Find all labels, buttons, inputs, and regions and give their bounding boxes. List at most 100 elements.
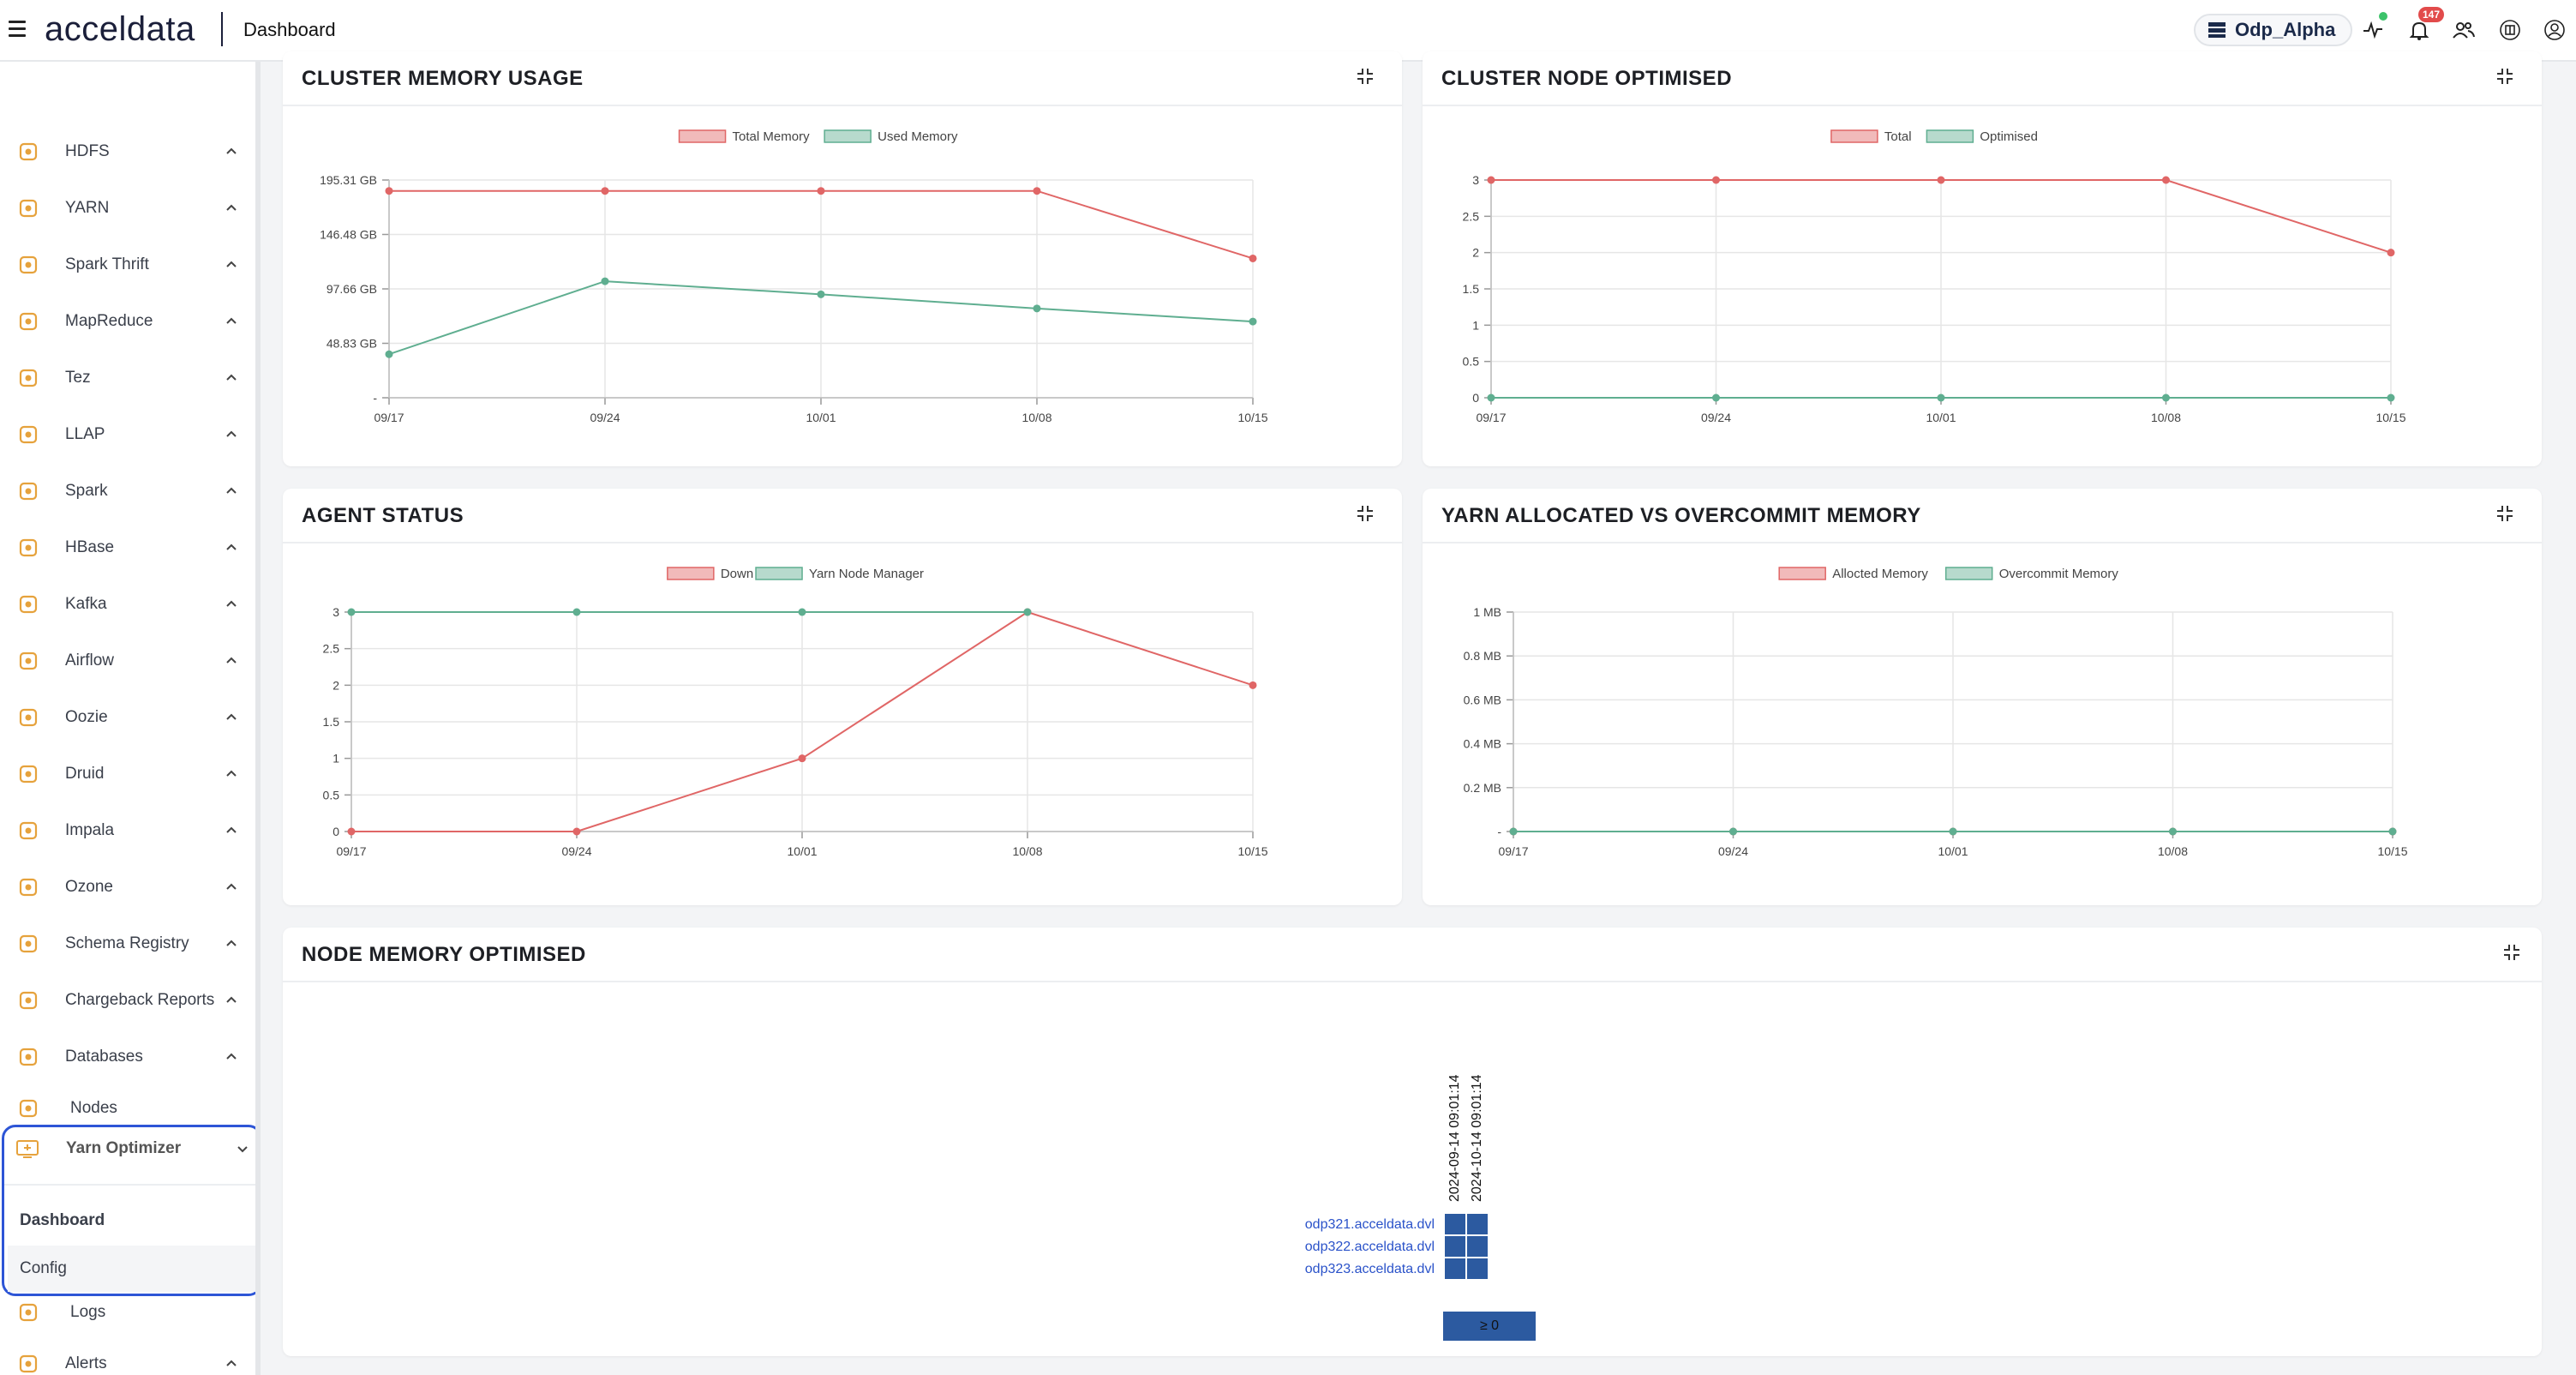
sidebar-item-oozie[interactable]: Oozie (0, 696, 255, 739)
data-point[interactable] (2387, 393, 2395, 402)
data-point[interactable] (1033, 187, 1041, 195)
heatmap-row-link[interactable]: odp322.acceldata.dvl (1304, 1240, 1435, 1254)
building-icon[interactable] (2494, 14, 2526, 46)
data-point[interactable] (1023, 608, 1032, 616)
sidebar-item-chargeback-reports[interactable]: Chargeback Reports (0, 979, 255, 1022)
sidebar-item-nodes[interactable]: Nodes (0, 1087, 255, 1130)
sidebar-item-hdfs[interactable]: HDFS (0, 130, 255, 173)
data-point[interactable] (385, 350, 393, 358)
data-point[interactable] (1937, 176, 1945, 184)
legend-label[interactable]: Allocted Memory (1832, 567, 1928, 581)
collapse-icon[interactable] (2501, 941, 2523, 964)
chevron-up-icon (226, 204, 237, 211)
sidebar-item-impala[interactable]: Impala (0, 809, 255, 852)
sidebar-item-logs[interactable]: Logs (0, 1291, 255, 1334)
data-point[interactable] (572, 827, 581, 836)
sidebar-item-druid[interactable]: Druid (0, 753, 255, 796)
data-point[interactable] (2387, 249, 2395, 257)
data-point[interactable] (1729, 827, 1737, 836)
data-point[interactable] (1249, 254, 1257, 262)
data-point[interactable] (2169, 827, 2177, 836)
sidebar-item-tez[interactable]: Tez (0, 357, 255, 399)
sidebar-scrollbar[interactable] (255, 62, 261, 1375)
sidebar-item-label: Schema Registry (65, 934, 189, 952)
profile-icon[interactable] (2538, 14, 2571, 46)
sidebar-item-spark[interactable]: Spark (0, 470, 255, 513)
legend-swatch[interactable] (1926, 129, 1974, 143)
heatmap-cell[interactable] (1467, 1214, 1488, 1234)
data-point[interactable] (601, 187, 609, 195)
sidebar-item-llap[interactable]: LLAP (0, 413, 255, 456)
collapse-icon[interactable] (1354, 502, 1376, 525)
heatmap-cell[interactable] (1467, 1258, 1488, 1279)
data-point[interactable] (817, 290, 825, 298)
legend-label[interactable]: Overcommit Memory (1999, 567, 2119, 581)
legend-swatch[interactable] (824, 129, 872, 143)
app-logo[interactable]: acceldata (45, 10, 195, 48)
heatmap-cell[interactable] (1445, 1214, 1465, 1234)
users-icon[interactable] (2447, 14, 2480, 46)
legend-label[interactable]: Used Memory (878, 129, 958, 144)
notifications-icon[interactable]: 147 (2403, 7, 2444, 46)
data-point[interactable] (1487, 393, 1495, 402)
collapse-icon[interactable] (2494, 502, 2516, 525)
data-point[interactable] (817, 187, 825, 195)
sidebar-item-mapreduce[interactable]: MapReduce (0, 300, 255, 343)
schema-icon (15, 931, 41, 957)
chevron-up-icon (226, 543, 237, 550)
sidebar-item-alerts[interactable]: Alerts (0, 1342, 255, 1375)
data-point[interactable] (1509, 827, 1518, 836)
menu-icon[interactable] (9, 21, 26, 39)
legend-label[interactable]: Down (721, 567, 753, 581)
sidebar-item-hbase[interactable]: HBase (0, 526, 255, 569)
heatmap-cell[interactable] (1467, 1236, 1488, 1257)
heatmap-row-link[interactable]: odp321.acceldata.dvl (1304, 1217, 1435, 1232)
data-point[interactable] (347, 608, 356, 616)
data-point[interactable] (1712, 393, 1720, 402)
data-point[interactable] (2162, 393, 2170, 402)
submenu-item-dashboard[interactable]: Dashboard (8, 1198, 256, 1244)
data-point[interactable] (1487, 176, 1495, 184)
legend-label[interactable]: Total (1884, 129, 1912, 144)
x-tick-label: 09/24 (1718, 844, 1748, 858)
activity-icon[interactable] (2357, 12, 2389, 46)
legend-swatch[interactable] (667, 567, 715, 580)
legend-swatch[interactable] (1778, 567, 1826, 580)
data-point[interactable] (798, 608, 806, 616)
data-point[interactable] (2162, 176, 2170, 184)
data-point[interactable] (798, 754, 806, 763)
data-point[interactable] (385, 187, 393, 195)
legend-swatch[interactable] (755, 567, 803, 580)
sidebar-item-spark-thrift[interactable]: Spark Thrift (0, 243, 255, 286)
data-point[interactable] (1249, 317, 1257, 326)
data-point[interactable] (2388, 827, 2397, 836)
legend-swatch[interactable] (1830, 129, 1878, 143)
submenu-item-config[interactable]: Config (8, 1246, 256, 1292)
data-point[interactable] (1937, 393, 1945, 402)
legend-label[interactable]: Yarn Node Manager (809, 567, 924, 581)
legend-swatch[interactable] (1944, 567, 1993, 580)
collapse-icon[interactable] (1354, 65, 1376, 87)
data-point[interactable] (1033, 304, 1041, 313)
sidebar-item-schema-registry[interactable]: Schema Registry (0, 922, 255, 965)
sidebar-item-airflow[interactable]: Airflow (0, 639, 255, 682)
data-point[interactable] (347, 827, 356, 836)
sidebar-item-ozone[interactable]: Ozone (0, 866, 255, 909)
heatmap-row-link[interactable]: odp323.acceldata.dvl (1304, 1262, 1435, 1276)
data-point[interactable] (1712, 176, 1720, 184)
legend-label[interactable]: Optimised (1980, 129, 2038, 144)
data-point[interactable] (601, 277, 609, 285)
legend-label[interactable]: Total Memory (733, 129, 811, 144)
data-point[interactable] (1249, 681, 1257, 689)
heatmap-cell[interactable] (1445, 1236, 1465, 1257)
data-point[interactable] (1949, 827, 1957, 836)
cluster-selector[interactable]: Odp_Alpha (2194, 14, 2353, 46)
sidebar-item-kafka[interactable]: Kafka (0, 583, 255, 626)
collapse-icon[interactable] (2494, 65, 2516, 87)
legend-swatch[interactable] (678, 129, 727, 143)
sidebar-item-yarn-optimizer[interactable]: Yarn Optimizer (4, 1127, 257, 1170)
data-point[interactable] (572, 608, 581, 616)
sidebar-item-databases[interactable]: Databases (0, 1036, 255, 1078)
heatmap-cell[interactable] (1445, 1258, 1465, 1279)
sidebar-item-yarn[interactable]: YARN (0, 187, 255, 230)
